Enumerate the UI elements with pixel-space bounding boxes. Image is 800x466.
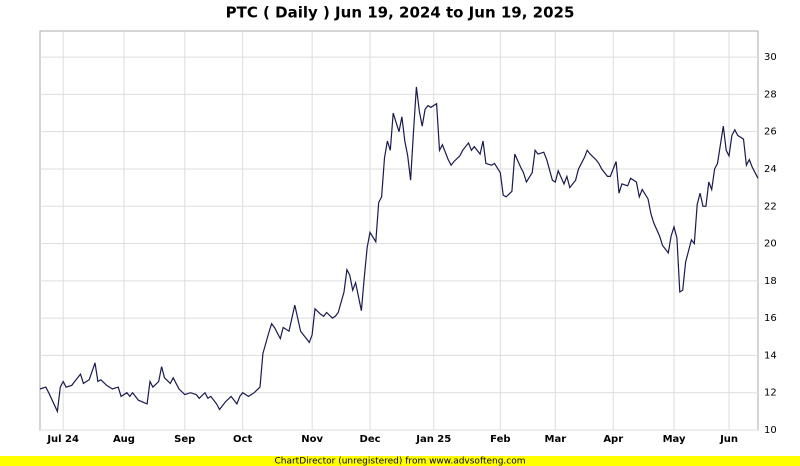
plot-area bbox=[39, 30, 759, 431]
x-tick-label: Feb bbox=[490, 434, 510, 445]
footer: ChartDirector (unregistered) from www.ad… bbox=[274, 457, 525, 466]
x-tick-label: Oct bbox=[233, 434, 252, 445]
x-tick-label: Jul 24 bbox=[46, 434, 79, 445]
x-tick-label: Jun bbox=[719, 434, 738, 445]
x-tick-label: Apr bbox=[603, 434, 623, 445]
price-line bbox=[39, 86, 759, 414]
x-tick-label: Nov bbox=[301, 434, 323, 445]
y-tick-label: 12 bbox=[764, 388, 777, 399]
y-tick-label: 20 bbox=[764, 239, 777, 250]
chart-title: PTC ( Daily ) Jun 19, 2024 to Jun 19, 20… bbox=[226, 4, 575, 22]
y-tick-label: 26 bbox=[764, 127, 777, 138]
y-tick-label: 22 bbox=[764, 201, 777, 212]
y-tick-label: 18 bbox=[764, 276, 777, 287]
y-tick-label: 16 bbox=[764, 313, 777, 324]
footer-band bbox=[0, 456, 800, 466]
x-tick-label: Mar bbox=[545, 434, 567, 445]
x-tick-label: Jan 25 bbox=[415, 434, 451, 445]
x-tick-label: Sep bbox=[174, 434, 195, 445]
y-tick-label: 30 bbox=[764, 52, 777, 63]
y-tick-label: 28 bbox=[764, 89, 777, 100]
y-tick-label: 14 bbox=[764, 350, 777, 361]
y-tick-label: 10 bbox=[764, 425, 777, 436]
y-tick-label: 24 bbox=[764, 164, 777, 175]
x-tick-label: Dec bbox=[360, 434, 381, 445]
x-tick-label: May bbox=[663, 434, 686, 445]
x-tick-label: Aug bbox=[113, 434, 135, 445]
